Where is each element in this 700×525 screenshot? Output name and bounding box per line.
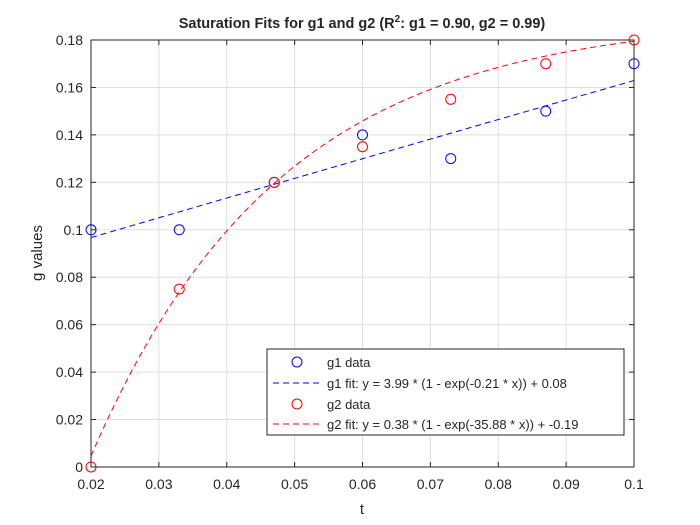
legend: g1 data g1 fit: y = 3.99 * (1 - exp(-0.2… bbox=[266, 348, 625, 436]
x-tick-label: 0.08 bbox=[485, 476, 512, 492]
legend-g2-data-marker bbox=[291, 398, 303, 410]
x-tick-labels: 0.02 0.03 0.04 0.05 0.06 0.07 0.08 0.09 0.1 bbox=[77, 476, 644, 492]
chart-title-prefix: Saturation Fits for g1 and g2 (R bbox=[179, 16, 395, 32]
data-point-series-2 bbox=[173, 283, 185, 295]
data-point-series-2 bbox=[540, 58, 552, 70]
x-tick-label: 0.09 bbox=[553, 476, 580, 492]
y-tick-label: 0.04 bbox=[56, 364, 83, 380]
x-tick-label: 0.1 bbox=[624, 476, 644, 492]
x-tick-label: 0.06 bbox=[349, 476, 376, 492]
x-tick-label: 0.07 bbox=[417, 476, 444, 492]
axis-ticks bbox=[90, 39, 635, 468]
data-point-series-0 bbox=[445, 153, 457, 165]
x-axis-label: t bbox=[360, 501, 365, 518]
y-tick-labels: 0 0.02 0.04 0.06 0.08 0.1 0.12 0.14 0.16 0.18 bbox=[56, 32, 83, 475]
y-tick-label: 0 bbox=[75, 459, 83, 475]
legend-g2-data-label: g2 data bbox=[327, 397, 371, 412]
legend-g1-fit-label: g1 fit: y = 3.99 * (1 - exp(-0.21 * x)) … bbox=[327, 376, 567, 391]
y-tick-label: 0.18 bbox=[56, 32, 83, 48]
y-tick-label: 0.12 bbox=[56, 174, 83, 190]
data-point-series-2 bbox=[357, 141, 368, 153]
data-point-series-0 bbox=[173, 224, 185, 236]
y-tick-label: 0.1 bbox=[64, 222, 84, 238]
legend-g2-fit-label: g2 fit: y = 0.38 * (1 - exp(-35.88 * x))… bbox=[327, 417, 578, 432]
data-point-series-0 bbox=[540, 105, 552, 117]
data-point-series-2 bbox=[445, 93, 457, 105]
x-tick-label: 0.02 bbox=[77, 476, 104, 492]
y-tick-label: 0.08 bbox=[56, 269, 83, 285]
y-tick-label: 0.14 bbox=[56, 127, 83, 143]
y-tick-label: 0.06 bbox=[56, 317, 83, 333]
chart-title-suffix: : g1 = 0.90, g2 = 0.99) bbox=[400, 16, 545, 32]
chart-title-superscript: 2 bbox=[395, 14, 401, 25]
data-point-series-0 bbox=[357, 129, 368, 141]
legend-g1-data-label: g1 data bbox=[327, 355, 371, 370]
data-point-series-2 bbox=[268, 176, 280, 188]
y-tick-label: 0.16 bbox=[56, 79, 83, 95]
y-tick-label: 0.02 bbox=[56, 412, 83, 428]
x-tick-label: 0.03 bbox=[145, 476, 172, 492]
chart-title: Saturation Fits for g1 and g2 (R2: g1 = … bbox=[179, 14, 546, 32]
legend-box bbox=[266, 348, 625, 436]
x-tick-label: 0.05 bbox=[281, 476, 308, 492]
fit-line-series-3 bbox=[90, 40, 635, 457]
y-axis-label: g values bbox=[29, 225, 46, 281]
legend-g1-data-marker bbox=[291, 356, 303, 368]
x-tick-label: 0.04 bbox=[213, 476, 240, 492]
